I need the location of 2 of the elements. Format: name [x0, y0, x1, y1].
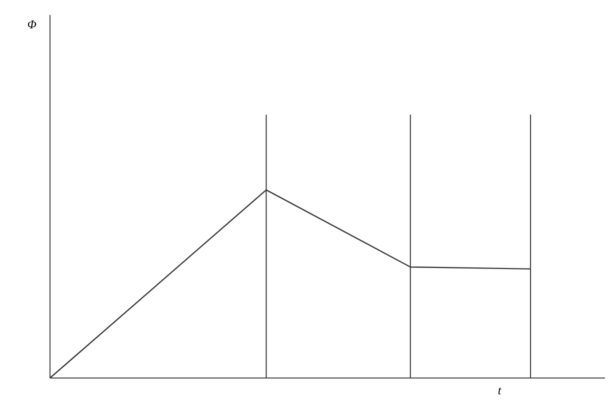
x-axis-title: t	[498, 388, 502, 394]
text: Φ	[28, 20, 36, 28]
